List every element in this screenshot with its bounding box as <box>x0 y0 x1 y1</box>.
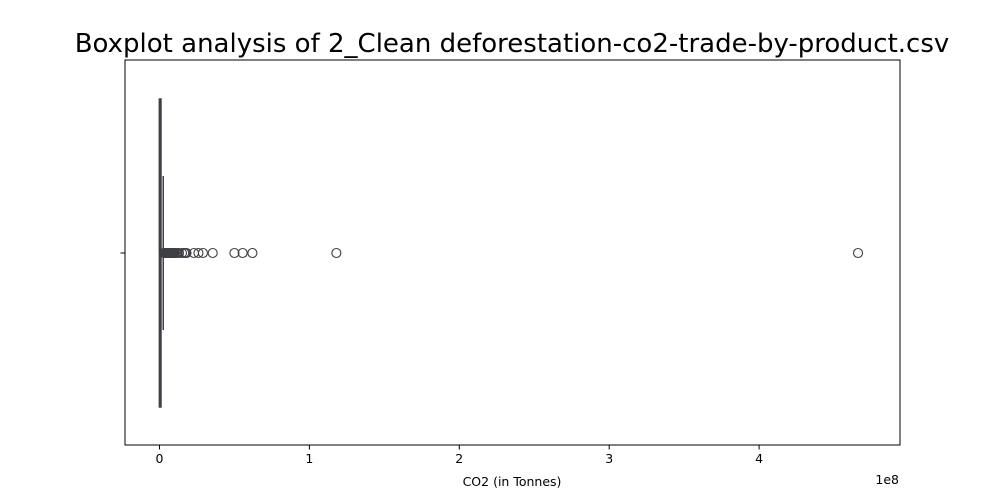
x-tick-label: 4 <box>755 451 763 466</box>
chart-title: Boxplot analysis of 2_Clean deforestatio… <box>75 29 950 59</box>
x-tick-label: 0 <box>156 451 164 466</box>
outlier-points <box>158 247 864 259</box>
outlier-point <box>331 247 342 259</box>
x-axis-ticks: 0 1 2 3 4 <box>156 445 763 466</box>
x-tick-label: 1 <box>305 451 313 466</box>
outlier-point <box>193 247 204 259</box>
outlier-point <box>207 247 218 259</box>
outlier-point <box>237 247 248 259</box>
outlier-point <box>197 247 208 259</box>
outlier-point <box>852 247 864 259</box>
x-axis-scale-label: 1e8 <box>875 472 899 487</box>
outlier-point <box>247 247 258 259</box>
x-tick-label: 2 <box>455 451 463 466</box>
outlier-point <box>173 247 185 259</box>
outlier-point <box>181 247 192 259</box>
outlier-point <box>229 247 240 259</box>
x-axis-label: CO2 (in Tonnes) <box>463 474 562 489</box>
x-tick-label: 3 <box>605 451 613 466</box>
